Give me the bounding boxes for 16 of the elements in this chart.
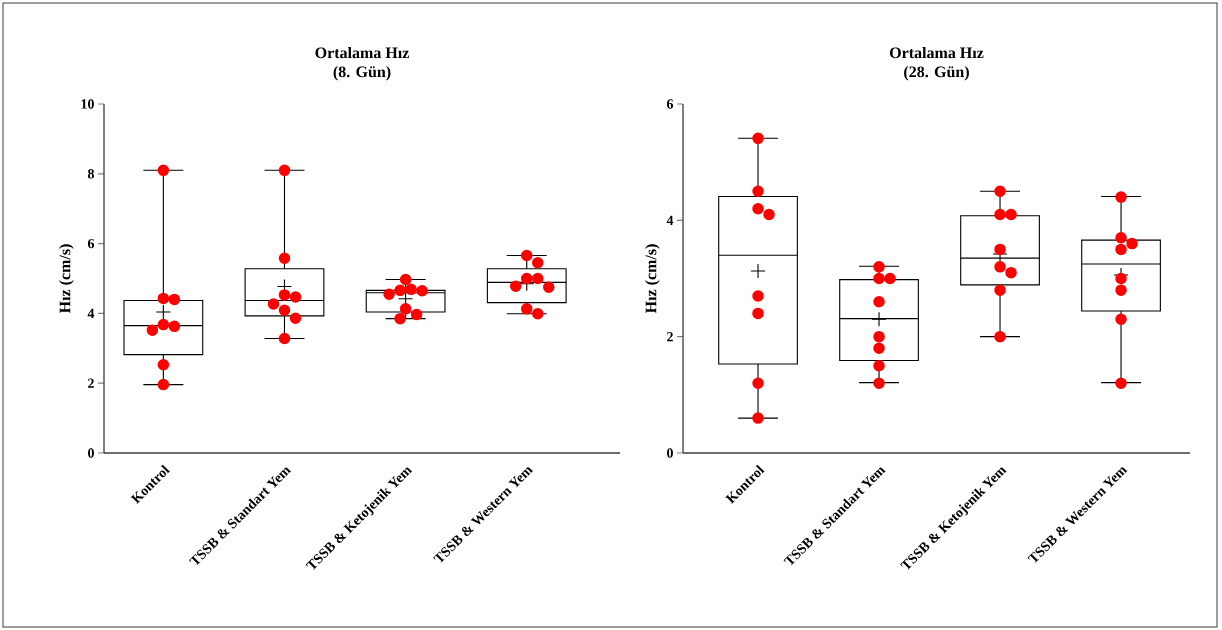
y-tick-label: 6 <box>87 238 95 249</box>
y-tick-label: 4 <box>666 215 674 225</box>
chart-subtitle: (8. Gün) <box>333 65 391 81</box>
y-tick-label: 8 <box>87 169 95 179</box>
chart-title: Ortalama Hız <box>315 46 409 59</box>
y-tick-label: 10 <box>81 99 94 109</box>
y-tick-label: 0 <box>88 448 94 458</box>
y-axis-title: Hız (cm/s) <box>645 244 660 314</box>
y-tick-label: 6 <box>666 99 674 109</box>
y-tick-label: 4 <box>87 308 95 319</box>
chart-subtitle: (28. Gün) <box>904 65 969 81</box>
y-tick-label: 2 <box>88 378 94 388</box>
y-tick-label: 2 <box>667 332 673 342</box>
y-tick-label: 0 <box>667 448 673 458</box>
y-axis-title: Hız (cm/s) <box>59 244 74 314</box>
chart-title: Ortalama Hız <box>889 46 984 59</box>
